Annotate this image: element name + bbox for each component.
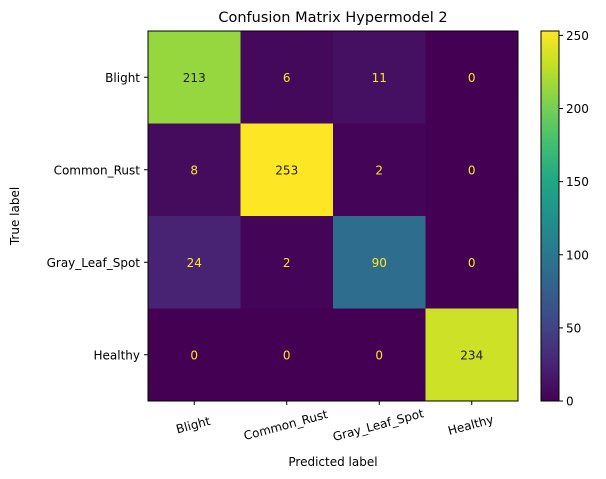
y-axis-ticks: Blight Common_Rust Gray_Leaf_Spot Healthy [47,71,148,362]
colorbar-tick-label-4: 200 [566,102,589,116]
cell-value-r1-c0: 8 [190,163,198,177]
y-tick-label-1: Common_Rust [54,163,141,177]
matrix-cell-r3-c1 [240,308,334,402]
y-tick-label-2: Gray_Leaf_Spot [47,256,141,270]
colorbar [540,30,560,402]
x-tick-label-1: Common_Rust [242,407,329,443]
cell-value-r1-c1: 253 [275,163,298,177]
colorbar-ticks: 0 50 100 150 200 250 [559,29,589,409]
matrix-cell-labels: 213 6 11 0 8 253 2 0 24 2 90 0 0 0 0 234 [183,71,483,363]
x-tick-label-0: Blight [175,414,213,437]
matrix-cell-r3-c3 [425,308,519,402]
cell-value-r0-c3: 0 [468,71,476,85]
cell-value-r0-c0: 213 [183,71,206,85]
x-tick-label-2: Gray_Leaf_Spot [331,406,425,444]
colorbar-tick-label-5: 250 [566,29,589,43]
cell-value-r3-c0: 0 [190,348,198,362]
colorbar-tick-label-0: 0 [566,395,574,409]
cell-value-r2-c3: 0 [468,256,476,270]
colorbar-tick-label-2: 100 [566,248,589,262]
cell-value-r2-c1: 2 [283,256,291,270]
matrix-cell-r3-c2 [333,308,426,402]
matrix-cell-r1-c3 [425,123,519,217]
matrix-cell-r0-c1 [240,31,334,124]
matrix-cell-r0-c2 [333,31,426,124]
matrix-cell-r1-c0 [148,123,241,217]
cell-value-r3-c3: 234 [460,348,483,362]
matrix-cell-r0-c0 [148,31,241,124]
matrix-cell-r3-c0 [148,308,241,402]
matrix-cell-r1-c2 [333,123,426,217]
plot-frame [147,30,519,402]
matrix-cell-r0-c3 [425,31,519,124]
cell-value-r1-c2: 2 [375,163,383,177]
x-axis-ticks: Blight Common_Rust Gray_Leaf_Spot Healthy [175,401,495,444]
y-tick-label-0: Blight [105,71,140,85]
cell-value-r1-c3: 0 [468,163,476,177]
matrix-cell-r2-c2 [333,216,426,309]
matrix-cell-r2-c0 [148,216,241,309]
matrix-cells [148,31,519,402]
chart-title: Confusion Matrix Hypermodel 2 [218,10,447,26]
y-axis-label: True label [8,187,22,246]
cell-value-r0-c2: 11 [372,71,387,85]
cell-value-r2-c0: 24 [187,256,202,270]
x-tick-label-3: Healthy [446,412,495,438]
matrix-cell-r1-c1 [240,123,334,217]
matrix-cell-r2-c3 [425,216,519,309]
cell-value-r3-c1: 0 [283,348,291,362]
matrix-cell-r2-c1 [240,216,334,309]
cell-value-r0-c1: 6 [283,71,291,85]
cell-value-r2-c2: 90 [372,256,387,270]
colorbar-tick-label-1: 50 [566,321,581,335]
cell-value-r3-c2: 0 [375,348,383,362]
colorbar-tick-label-3: 150 [566,175,589,189]
y-tick-label-3: Healthy [93,348,140,362]
x-axis-label: Predicted label [288,455,377,469]
